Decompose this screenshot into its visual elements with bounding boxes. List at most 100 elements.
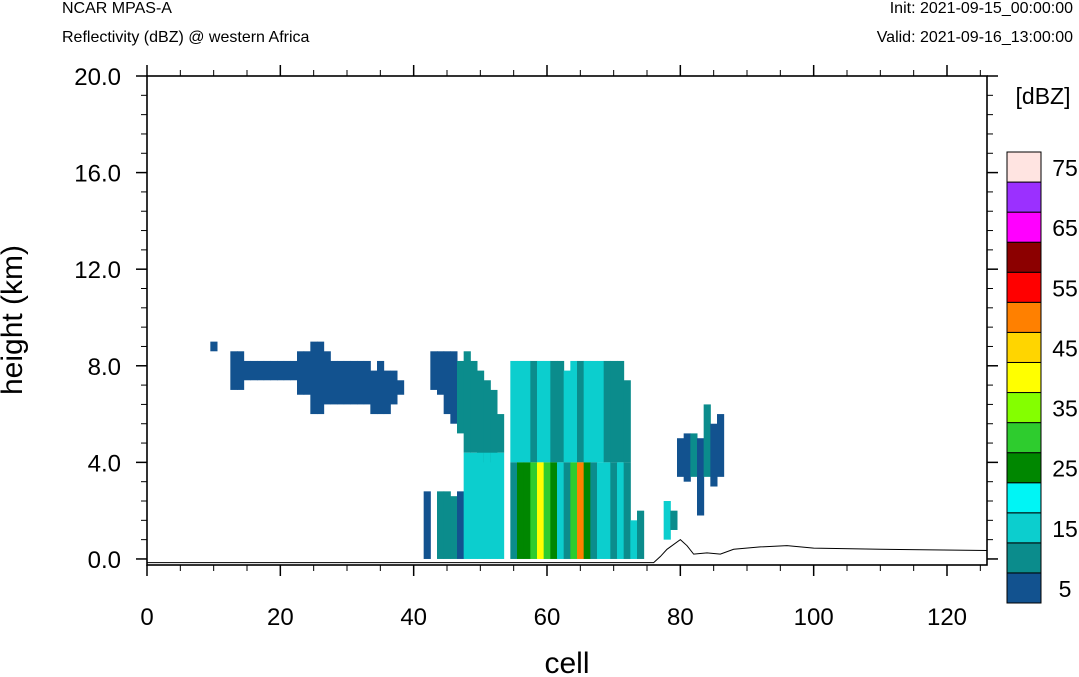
echo-cell bbox=[277, 360, 285, 381]
echo-cell bbox=[230, 351, 238, 390]
echo-cell bbox=[703, 404, 711, 477]
y-tick-label: 12.0 bbox=[74, 257, 121, 284]
echo-cell bbox=[243, 360, 251, 381]
echo-cell bbox=[450, 496, 458, 559]
valid-time: Valid: 2021-09-16_13:00:00 bbox=[876, 29, 1073, 46]
x-tick-label: 120 bbox=[927, 604, 967, 631]
echo-cell bbox=[537, 360, 545, 463]
echo-cell bbox=[303, 351, 311, 395]
colorbar-segment bbox=[1006, 211, 1042, 243]
axis-ticks: 0 20 40 60 80 100 120 0.0 4.0 8.0 12.0 16.0 20.0 bbox=[74, 64, 998, 631]
echo-cell bbox=[470, 452, 478, 559]
y-axis-label: height (km) bbox=[0, 245, 29, 395]
echo-cell bbox=[457, 360, 465, 434]
colorbar-tick-label: 35 bbox=[1052, 396, 1078, 422]
echo-cell bbox=[710, 423, 718, 487]
echo-cell bbox=[677, 438, 685, 477]
echo-cell bbox=[717, 414, 725, 477]
echo-cell bbox=[603, 462, 611, 559]
y-tick-label: 4.0 bbox=[88, 450, 121, 477]
echo-cell bbox=[457, 491, 465, 559]
echo-cell bbox=[257, 360, 265, 381]
echo-cell bbox=[310, 341, 318, 415]
y-tick-label: 0.0 bbox=[88, 547, 121, 574]
echo-cell bbox=[577, 462, 585, 559]
echo-cell bbox=[250, 360, 258, 381]
echo-cell bbox=[697, 438, 705, 516]
echo-cell bbox=[577, 360, 585, 463]
echo-cell bbox=[210, 341, 218, 352]
echo-cell bbox=[583, 462, 591, 559]
echo-cell bbox=[443, 351, 451, 415]
echo-cell bbox=[483, 380, 491, 463]
colorbar-segment bbox=[1006, 181, 1042, 213]
x-tick-label: 80 bbox=[667, 604, 694, 631]
echo-cell bbox=[557, 360, 565, 463]
colorbar-segment bbox=[1006, 572, 1042, 604]
echo-cell bbox=[517, 462, 525, 559]
echo-cell bbox=[343, 360, 351, 405]
echo-cell bbox=[363, 360, 371, 405]
echo-cell bbox=[430, 351, 438, 390]
echo-cell bbox=[477, 452, 485, 559]
echo-cell bbox=[357, 360, 365, 405]
echo-cell bbox=[297, 351, 305, 395]
echo-cell bbox=[377, 360, 385, 415]
x-tick-label: 20 bbox=[267, 604, 294, 631]
colorbar-tick-label: 65 bbox=[1052, 215, 1078, 241]
echo-cell bbox=[557, 462, 565, 559]
echo-cell bbox=[630, 520, 638, 559]
echo-cell bbox=[603, 360, 611, 463]
echo-cells bbox=[210, 341, 725, 559]
echo-cell bbox=[623, 380, 631, 463]
echo-cell bbox=[610, 462, 618, 559]
echo-cell bbox=[563, 462, 571, 559]
echo-cell bbox=[530, 462, 538, 559]
echo-cell bbox=[623, 462, 631, 559]
colorbar-tick-label: 25 bbox=[1052, 456, 1078, 482]
echo-cell bbox=[523, 360, 531, 463]
echo-cell bbox=[683, 433, 691, 482]
terrain-line bbox=[147, 539, 988, 564]
echo-cell bbox=[323, 351, 331, 405]
x-tick-label: 60 bbox=[534, 604, 561, 631]
y-tick-label: 20.0 bbox=[74, 64, 121, 91]
echo-cell bbox=[670, 510, 678, 530]
colorbar-tick-label: 15 bbox=[1052, 516, 1078, 542]
model-name: NCAR MPAS-A bbox=[62, 0, 172, 17]
echo-cell bbox=[450, 351, 458, 424]
echo-cell bbox=[617, 462, 625, 559]
echo-cell bbox=[537, 462, 545, 559]
echo-cell bbox=[570, 462, 578, 559]
y-tick-label: 16.0 bbox=[74, 161, 121, 188]
echo-cell bbox=[463, 452, 471, 559]
echo-cell bbox=[550, 462, 558, 559]
colorbar-tick-label: 75 bbox=[1052, 155, 1078, 181]
echo-cell bbox=[337, 360, 345, 405]
echo-cell bbox=[597, 360, 605, 463]
colorbar-segment bbox=[1006, 331, 1042, 363]
echo-cell bbox=[263, 360, 271, 381]
echo-cell bbox=[283, 360, 291, 381]
x-tick-label: 0 bbox=[140, 604, 153, 631]
echo-cell bbox=[270, 360, 278, 381]
echo-cell bbox=[523, 462, 531, 559]
colorbar-segment bbox=[1006, 301, 1042, 333]
echo-cell bbox=[370, 370, 378, 415]
echo-cell bbox=[563, 370, 571, 463]
echo-cell bbox=[590, 462, 598, 559]
echo-cell bbox=[237, 351, 245, 390]
colorbar-segment bbox=[1006, 241, 1042, 273]
echo-cell bbox=[423, 491, 431, 559]
colorbar-segment bbox=[1006, 542, 1042, 574]
colorbar-segment bbox=[1006, 271, 1042, 303]
echo-cell bbox=[543, 462, 551, 559]
colorbar: 5 15 25 35 45 55 65 75 bbox=[1006, 151, 1078, 604]
colorbar-segment bbox=[1006, 361, 1042, 394]
colorbar-segment bbox=[1006, 422, 1042, 454]
echo-cell bbox=[690, 433, 698, 477]
echo-cell bbox=[497, 414, 505, 453]
colorbar-segment bbox=[1006, 482, 1042, 514]
echo-cell bbox=[583, 360, 591, 463]
